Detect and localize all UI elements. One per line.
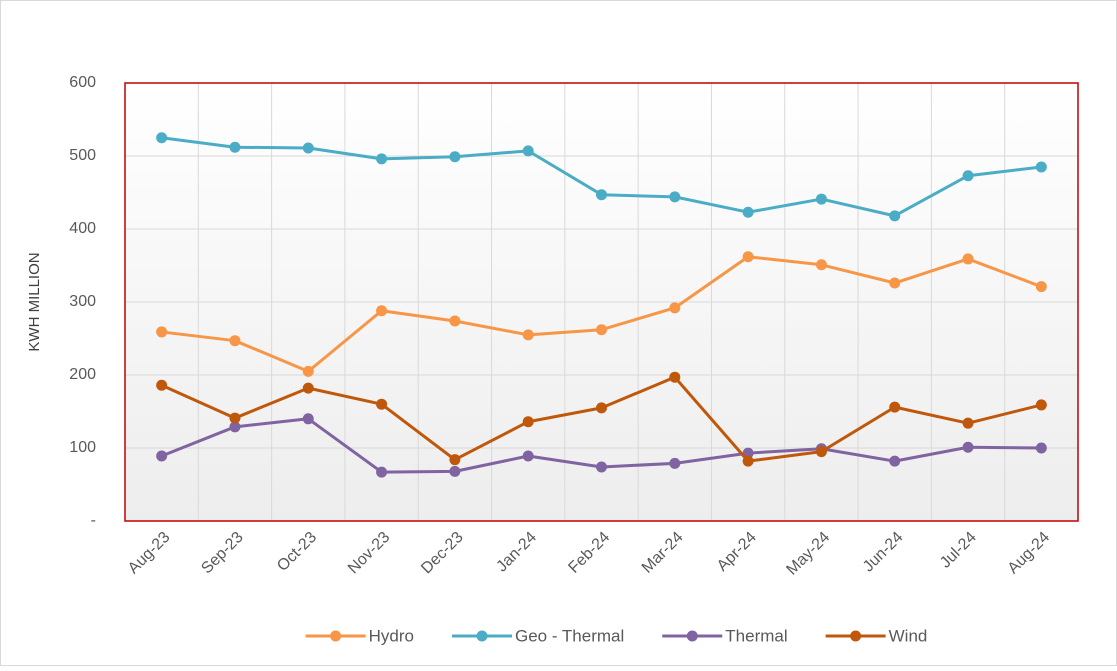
series-marker [889,455,901,467]
series-marker [376,153,388,165]
legend-marker [850,630,862,642]
legend-label: Thermal [725,626,787,645]
series-marker [742,455,754,467]
series-marker [376,398,388,410]
series-marker [889,401,901,413]
legend-marker [686,630,698,642]
series-marker [596,402,607,414]
series-marker [742,251,754,263]
legend-marker [476,630,488,642]
y-tick-label: 100 [69,439,96,456]
series-marker [1035,399,1047,411]
y-tick-label: - [91,512,96,529]
series-marker [229,141,241,153]
series-marker [669,302,681,314]
series-marker [229,421,241,433]
series-marker [449,465,461,477]
series-marker [156,132,168,144]
series-marker [376,305,388,317]
series-marker [669,371,681,383]
series-marker [669,457,681,469]
series-marker [596,189,607,201]
legend-label: Hydro [369,626,414,645]
series-marker [596,461,607,473]
series-marker [302,382,314,394]
series-marker [889,210,901,222]
series-marker [522,450,534,462]
series-marker [376,466,388,478]
series-marker [742,206,754,218]
legend-item: Thermal [662,626,788,645]
series-marker [962,417,974,429]
series-marker [522,145,534,157]
series-marker [302,142,314,154]
series-marker [596,324,607,336]
series-marker [815,446,827,458]
series-marker [815,259,827,271]
series-marker [889,277,901,289]
series-marker [156,450,168,462]
series-marker [449,315,461,327]
series-marker [669,191,681,203]
legend-label: Geo - Thermal [515,626,624,645]
series-marker [962,441,974,453]
series-marker [229,335,241,347]
series-marker [1035,442,1047,454]
series-marker [522,416,534,428]
series-marker [156,326,168,338]
y-axis-label: KWH MILLION [26,252,43,351]
series-marker [815,193,827,205]
legend-marker [330,630,342,642]
series-marker [156,379,168,391]
plot-border [124,82,1079,522]
series-marker [962,170,974,182]
legend-item: Geo - Thermal [451,626,624,645]
series-marker [449,151,461,163]
y-tick-label: 500 [69,147,96,164]
series-marker [229,412,241,424]
legend-item: Hydro [305,626,414,645]
legend-item: Wind [825,626,928,645]
y-tick-label: 600 [69,74,96,91]
y-tick-label: 200 [69,366,96,383]
series-marker [962,253,974,265]
series-marker [302,413,314,425]
series-marker [1035,281,1047,293]
series-marker [522,329,534,341]
y-tick-label: 300 [69,293,96,310]
series-marker [449,454,461,466]
y-tick-label: 400 [69,220,96,237]
legend-label: Wind [889,626,928,645]
series-marker [302,365,314,377]
series-marker [1035,161,1047,173]
